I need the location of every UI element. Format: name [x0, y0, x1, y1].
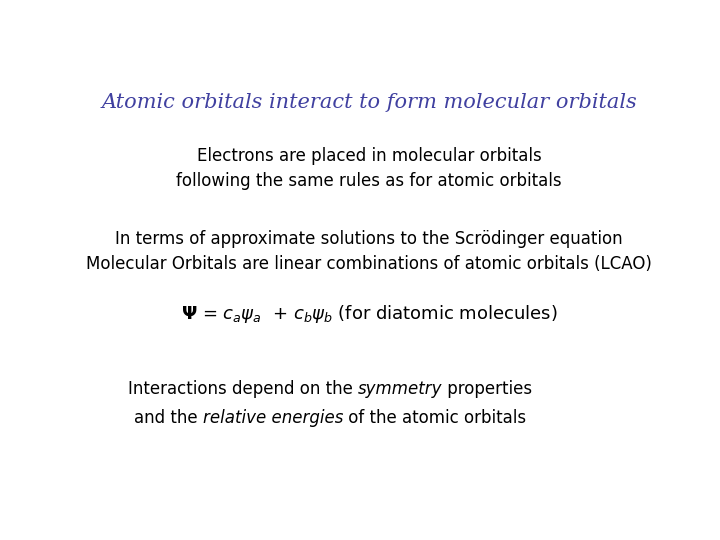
Text: $\mathbf{\Psi}$ = $c_a\psi_a$  + $c_b\psi_b$ (for diatomic molecules): $\mathbf{\Psi}$ = $c_a\psi_a$ + $c_b\psi… — [181, 303, 557, 325]
Text: symmetry: symmetry — [358, 380, 442, 398]
Text: Electrons are placed in molecular orbitals
following the same rules as for atomi: Electrons are placed in molecular orbita… — [176, 147, 562, 190]
Text: Atomic orbitals interact to form molecular orbitals: Atomic orbitals interact to form molecul… — [101, 93, 637, 112]
Text: properties: properties — [442, 380, 532, 398]
Text: In terms of approximate solutions to the Scrödinger equation
Molecular Orbitals : In terms of approximate solutions to the… — [86, 231, 652, 273]
Text: of the atomic orbitals: of the atomic orbitals — [343, 409, 526, 427]
Text: relative energies: relative energies — [202, 409, 343, 427]
Text: and the: and the — [134, 409, 202, 427]
Text: Interactions depend on the: Interactions depend on the — [127, 380, 358, 398]
